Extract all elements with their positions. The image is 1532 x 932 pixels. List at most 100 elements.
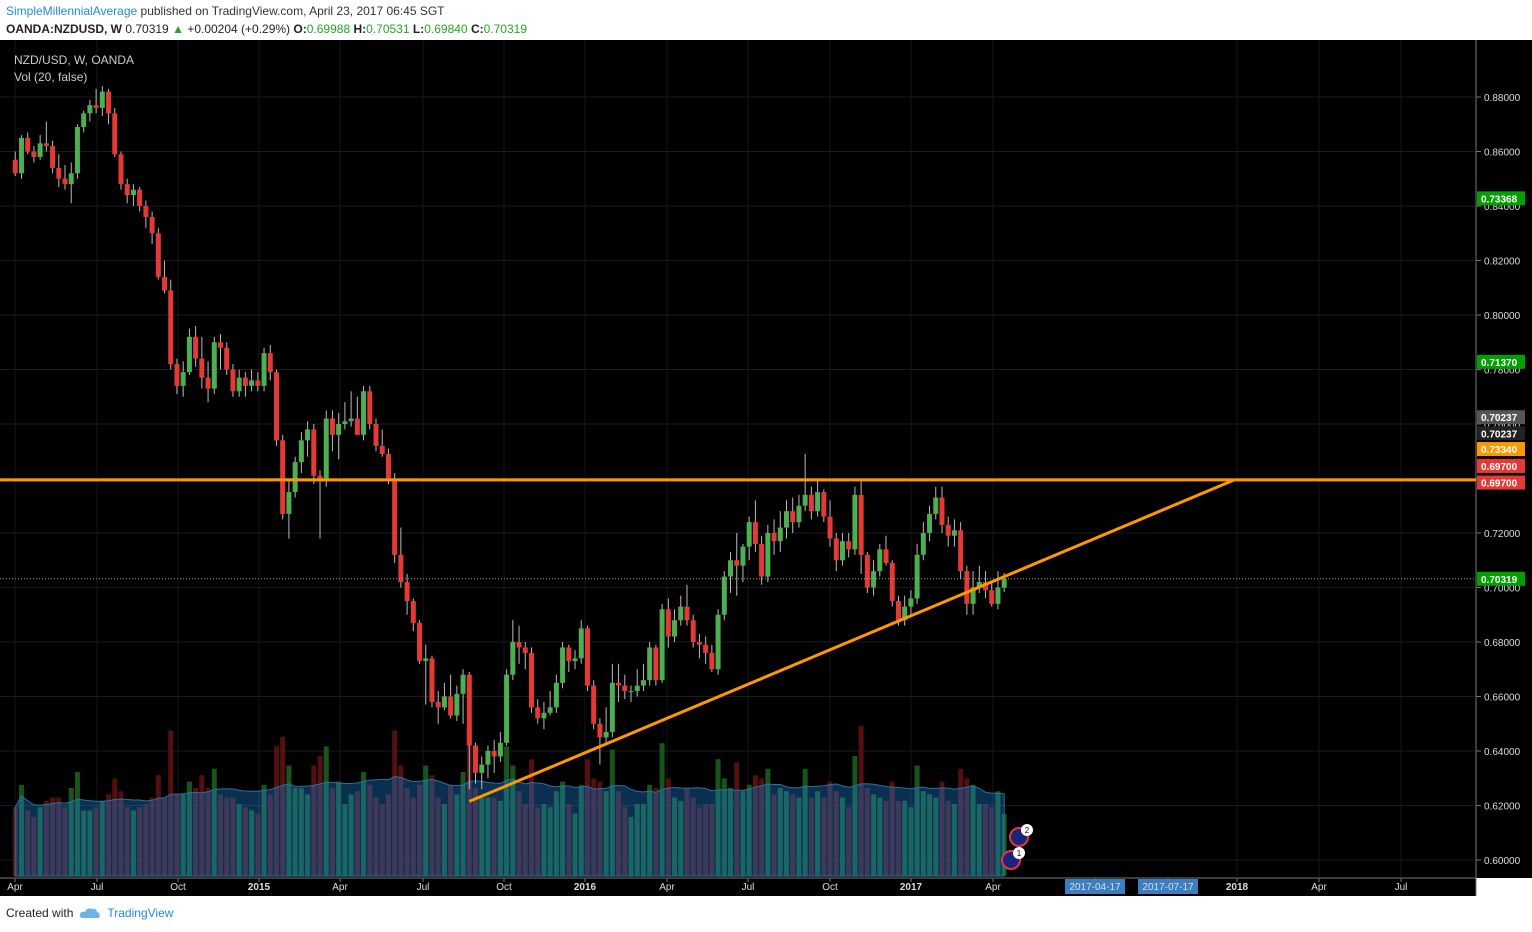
candle-body[interactable] (12, 159, 18, 174)
candle-body[interactable] (311, 429, 317, 476)
candle-body[interactable] (653, 647, 659, 681)
candle-body[interactable] (385, 453, 391, 479)
candle-body[interactable] (678, 606, 684, 621)
candle-body[interactable] (180, 372, 186, 386)
candle-body[interactable] (560, 647, 566, 683)
candle-body[interactable] (87, 105, 93, 114)
candle-body[interactable] (864, 554, 870, 588)
candle-body[interactable] (672, 620, 678, 637)
time-axis[interactable] (0, 878, 1476, 896)
candle-body[interactable] (547, 707, 553, 713)
candle-body[interactable] (249, 380, 255, 386)
candle-body[interactable] (336, 424, 342, 435)
candle-body[interactable] (460, 674, 466, 694)
candle-body[interactable] (684, 606, 690, 621)
candle-body[interactable] (74, 126, 80, 174)
candle-body[interactable] (367, 391, 373, 424)
candle-body[interactable] (292, 462, 298, 493)
candle-body[interactable] (846, 541, 852, 550)
candle-body[interactable] (485, 751, 491, 765)
candle-body[interactable] (267, 353, 273, 373)
candle-body[interactable] (454, 693, 460, 716)
candle-body[interactable] (162, 276, 168, 291)
candle-body[interactable] (236, 377, 242, 392)
candle-body[interactable] (168, 290, 174, 365)
candle-body[interactable] (305, 429, 311, 441)
candle-body[interactable] (659, 609, 665, 681)
candle-body[interactable] (914, 554, 920, 599)
candle-body[interactable] (18, 137, 24, 174)
candle-body[interactable] (510, 642, 516, 675)
candle-body[interactable] (578, 628, 584, 659)
candle-body[interactable] (93, 105, 99, 108)
candle-body[interactable] (759, 543, 765, 577)
candle-body[interactable] (137, 189, 143, 206)
candle-body[interactable] (958, 530, 964, 572)
candle-body[interactable] (951, 530, 957, 536)
candle-body[interactable] (920, 533, 926, 555)
candle-body[interactable] (566, 647, 572, 662)
candle-body[interactable] (771, 533, 777, 542)
candle-body[interactable] (441, 696, 447, 708)
candle-body[interactable] (790, 511, 796, 523)
candle-body[interactable] (68, 173, 74, 185)
candle-body[interactable] (342, 421, 348, 424)
candle-body[interactable] (703, 644, 709, 653)
candle-body[interactable] (541, 712, 547, 719)
candle-body[interactable] (118, 154, 124, 185)
candle-body[interactable] (211, 342, 217, 389)
candle-body[interactable] (976, 582, 982, 588)
candle-body[interactable] (435, 701, 441, 708)
candle-body[interactable] (634, 685, 640, 692)
candle-body[interactable] (535, 707, 541, 719)
event-flag-icon[interactable]: 1 (1001, 847, 1025, 870)
candle-body[interactable] (186, 336, 192, 373)
candle-body[interactable] (193, 336, 199, 359)
candle-body[interactable] (983, 582, 989, 591)
candle-body[interactable] (497, 742, 503, 757)
candle-body[interactable] (740, 546, 746, 566)
candle-body[interactable] (410, 601, 416, 623)
candle-body[interactable] (298, 440, 304, 463)
candle-body[interactable] (902, 606, 908, 621)
candle-body[interactable] (777, 527, 783, 542)
candle-body[interactable] (597, 723, 603, 738)
candle-body[interactable] (473, 745, 479, 773)
candle-body[interactable] (81, 113, 87, 127)
candle-body[interactable] (429, 658, 435, 702)
candle-body[interactable] (466, 674, 472, 746)
author-link[interactable]: SimpleMillennialAverage (6, 4, 138, 18)
candle-body[interactable] (31, 151, 37, 157)
candle-body[interactable] (715, 614, 721, 670)
candle-body[interactable] (765, 533, 771, 577)
candle-body[interactable] (796, 505, 802, 523)
candle-body[interactable] (609, 682, 615, 732)
candle-body[interactable] (423, 658, 429, 662)
candle-body[interactable] (815, 492, 821, 512)
candle-body[interactable] (25, 137, 31, 152)
candle-body[interactable] (143, 206, 149, 217)
plot-area[interactable] (0, 40, 1476, 878)
support-trendline[interactable] (468, 478, 1235, 803)
candle-body[interactable] (964, 571, 970, 604)
candle-body[interactable] (242, 377, 248, 386)
candle-body[interactable] (404, 582, 410, 602)
candle-body[interactable] (130, 189, 136, 196)
candle-body[interactable] (945, 524, 951, 536)
candle-body[interactable] (939, 497, 945, 525)
candle-body[interactable] (149, 216, 155, 234)
candle-body[interactable] (392, 478, 398, 555)
candle-body[interactable] (933, 497, 939, 514)
candle-body[interactable] (99, 91, 105, 108)
candle-body[interactable] (690, 620, 696, 642)
candle-body[interactable] (280, 440, 286, 514)
candle-body[interactable] (591, 685, 597, 724)
candle-body[interactable] (329, 418, 335, 435)
candle-body[interactable] (373, 424, 379, 446)
candle-body[interactable] (889, 562, 895, 602)
candle-body[interactable] (516, 642, 522, 648)
candle-body[interactable] (155, 233, 161, 277)
candle-body[interactable] (354, 418, 360, 435)
candle-body[interactable] (398, 554, 404, 583)
candle-body[interactable] (728, 560, 734, 577)
